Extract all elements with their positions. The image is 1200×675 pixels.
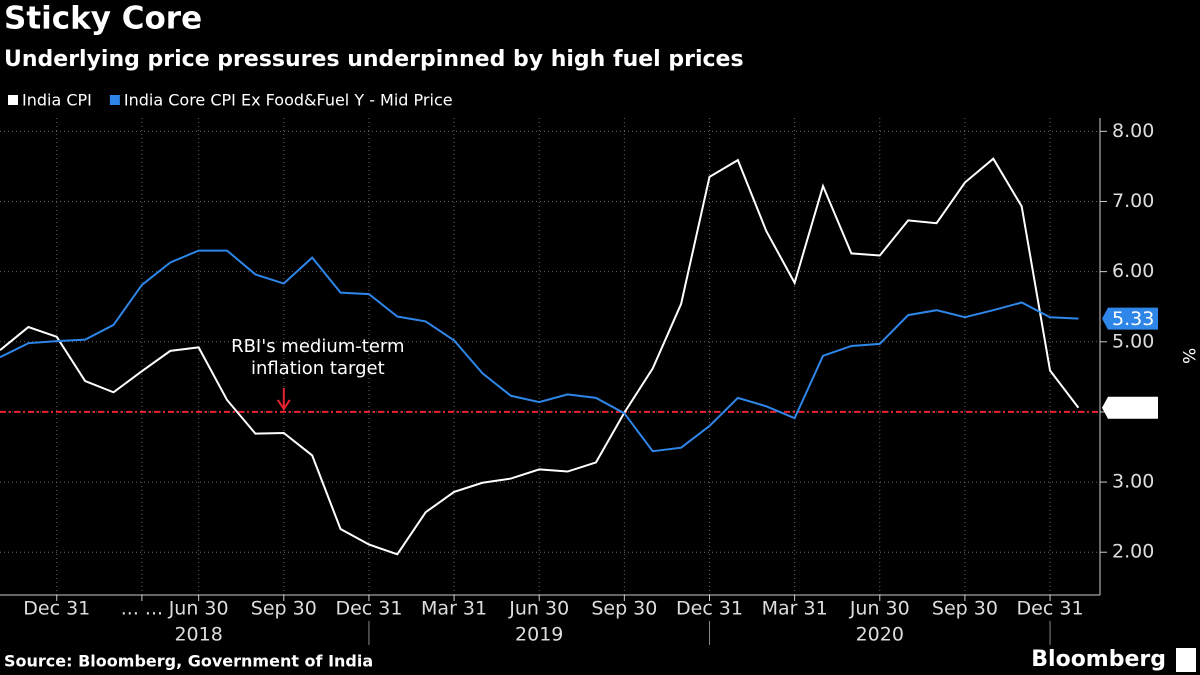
badge bbox=[1102, 307, 1158, 330]
x-tick-label: Sep 30 bbox=[932, 598, 998, 620]
x-tick-label: Dec 31 bbox=[23, 598, 90, 620]
y-tick-label: 7.00 bbox=[1112, 190, 1154, 212]
x-tick-label: Jun 30 bbox=[508, 598, 569, 620]
legend-swatch bbox=[109, 95, 120, 105]
y-tick-label: 6.00 bbox=[1112, 260, 1154, 282]
y-axis-label: % bbox=[1178, 348, 1198, 364]
chart-subtitle: Underlying price pressures underpinned b… bbox=[4, 47, 744, 72]
legend-label: India Core CPI Ex Food&Fuel Y - Mid Pric… bbox=[124, 91, 453, 110]
source: Source: Bloomberg, Government of India bbox=[4, 652, 373, 671]
year-label: 2019 bbox=[515, 624, 563, 646]
y-tick-label: 5.00 bbox=[1112, 330, 1154, 352]
y-tick-label: 2.00 bbox=[1112, 541, 1154, 563]
legend-label: India CPI bbox=[22, 91, 92, 110]
chart-title: Sticky Core bbox=[4, 1, 202, 37]
x-tick-label: Mar 31 bbox=[762, 598, 828, 620]
x-tick-label: Dec 31 bbox=[335, 598, 402, 620]
y-tick-label: 3.00 bbox=[1112, 471, 1154, 493]
x-tick-label: Sep 30 bbox=[251, 598, 317, 620]
y-tick-label: 8.00 bbox=[1112, 120, 1154, 142]
badge bbox=[1102, 396, 1158, 419]
series-line bbox=[0, 249, 1079, 453]
x-tick-label: Sep 30 bbox=[591, 598, 657, 620]
x-tick-label: ... ... bbox=[121, 598, 163, 620]
legend-swatch bbox=[8, 95, 18, 105]
brand: Bloomberg bbox=[1031, 647, 1166, 672]
year-label: 2020 bbox=[856, 624, 904, 646]
year-label: 2018 bbox=[174, 624, 222, 646]
badge-label: 5.33 bbox=[1112, 308, 1154, 330]
x-tick-label: Jun 30 bbox=[168, 598, 229, 620]
annotation-arrowhead bbox=[276, 399, 291, 411]
badge-label: 4.06 bbox=[1112, 397, 1154, 419]
x-tick-label: Dec 31 bbox=[676, 598, 743, 620]
x-tick-label: Jun 30 bbox=[849, 598, 910, 620]
annotation: RBI's medium-term bbox=[231, 336, 404, 357]
series-line bbox=[0, 157, 1080, 556]
brand-icon bbox=[1176, 648, 1196, 672]
x-tick-label: Mar 31 bbox=[421, 598, 487, 620]
x-tick-label: Dec 31 bbox=[1017, 598, 1084, 620]
annotation: inflation target bbox=[251, 358, 385, 379]
